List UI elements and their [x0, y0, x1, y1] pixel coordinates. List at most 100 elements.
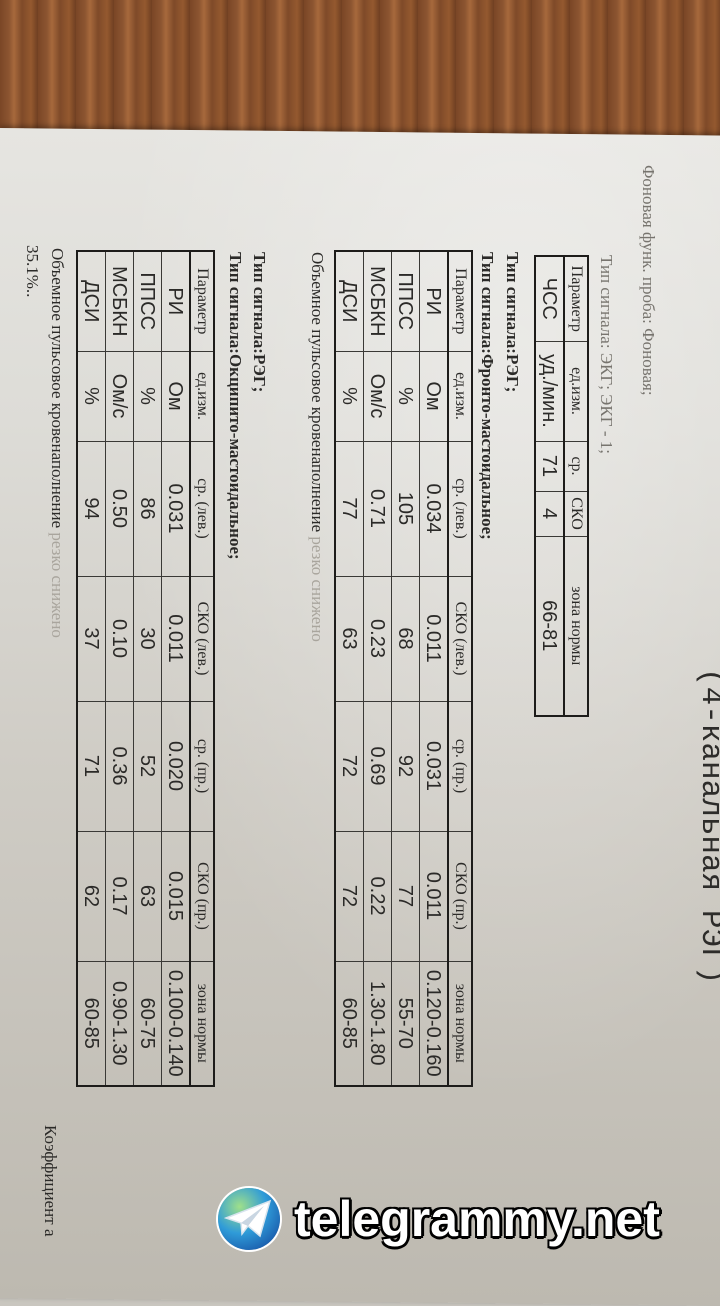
table-row: МСБКН Ом/с 0.50 0.10 0.36 0.17 0.90-1.30	[105, 251, 134, 1086]
table-header-row: Параметр ед.изм. ср. (лев.) СКО (лев.) ср. (…	[190, 251, 214, 1086]
header-cell: ср. (лев.)	[448, 441, 472, 576]
table-cell: 66-81	[535, 536, 564, 716]
occipito-percent: 35.1%..	[23, 245, 42, 298]
table-cell: Ом	[419, 351, 448, 441]
header-cell: ср. (лев.)	[190, 441, 214, 576]
table-cell: РИ	[161, 251, 190, 351]
table-row: РИ Ом 0.031 0.011 0.020 0.015 0.100-0.140	[161, 251, 190, 1086]
table-cell: 63	[133, 831, 162, 961]
table-cell: 0.50	[105, 441, 134, 576]
table-row: ДСИ% 77 63 72 72 60-85	[335, 251, 364, 1086]
header-cell: Параметр	[190, 251, 214, 351]
header-cell: ед.изм.	[190, 351, 214, 441]
telegram-globe-icon	[218, 1188, 280, 1250]
header-cell: зона нормы	[190, 961, 214, 1086]
table-cell: Ом/с	[105, 351, 134, 441]
table-cell: 0.71	[363, 441, 392, 576]
table-header-row: Параметр ед.изм. ср. (лев.) СКО (лев.) ср. (…	[448, 251, 472, 1086]
table-cell: 94	[77, 441, 106, 576]
table-cell: Ом	[161, 351, 190, 441]
occipito-mastoid-table: Параметр ед.изм. ср. (лев.) СКО (лев.) ср. (…	[76, 250, 215, 1087]
occipito-signal-label: Тип сигнала:Окципито-мастоидальное;	[226, 252, 245, 560]
table-cell: 77	[335, 441, 364, 576]
occipito-conclusion: Объемное пульсовое кровенаполнение резко…	[47, 248, 67, 638]
table-cell: 72	[335, 831, 364, 961]
table-cell: 86	[133, 441, 162, 576]
ecg-signal-label: Тип сигнала: ЭКГ; ЭКГ - 1;	[597, 255, 616, 454]
fronto-conclusion: Объемное пульсовое кровенаполнение резко…	[307, 252, 327, 642]
header-cell: ед.изм.	[448, 351, 472, 441]
header-cell: ср. (пр.)	[190, 701, 214, 831]
header-cell: Параметр	[564, 256, 588, 341]
table-cell: %	[335, 351, 364, 441]
table-cell: 0.031	[419, 701, 448, 831]
table-cell: 71	[535, 441, 564, 491]
header-cell: Параметр	[448, 251, 472, 351]
header-cell: ср.	[564, 441, 588, 491]
table-cell: 0.10	[105, 576, 134, 701]
watermark: telegrammy.net	[218, 1188, 660, 1250]
test-line: Фоновая функ. проба: Фоновая;	[639, 165, 658, 396]
table-cell: 0.011	[419, 576, 448, 701]
table-cell: ЧСС	[535, 256, 564, 341]
table-cell: 0.020	[161, 701, 190, 831]
table-cell: ДСИ	[77, 251, 106, 351]
table-cell: МСБКН	[363, 251, 392, 351]
table-cell: %	[391, 351, 420, 441]
fronto-mastoid-table: Параметр ед.изм. ср. (лев.) СКО (лев.) ср. (…	[334, 250, 473, 1087]
table-cell: 0.120-0.160	[419, 961, 448, 1086]
table-cell: 0.22	[363, 831, 392, 961]
table-cell: 0.17	[105, 831, 134, 961]
table-cell: 77	[391, 831, 420, 961]
table-cell: 0.90-1.30	[105, 961, 134, 1086]
table-cell: %	[133, 351, 162, 441]
ecg-table: Параметр ед.изм. ср. СКО зона нормы ЧСС …	[534, 255, 589, 717]
table-cell: уд./мин.	[535, 341, 564, 441]
table-cell: 4	[535, 491, 564, 536]
table-cell: 0.031	[161, 441, 190, 576]
header-cell: зона нормы	[564, 536, 588, 716]
table-cell: 68	[391, 576, 420, 701]
conclusion-faded-text: резко снижено	[308, 536, 327, 642]
conclusion-text: Объемное пульсовое кровенаполнение	[48, 248, 67, 529]
wooden-table-background	[0, 0, 720, 140]
header-cell: ед.изм.	[564, 341, 588, 441]
conclusion-faded-text: резко снижено	[48, 532, 67, 638]
table-cell: Ом/с	[363, 351, 392, 441]
conclusion-text: Объемное пульсовое кровенаполнение	[308, 252, 327, 533]
fronto-signal-label: Тип сигнала:Фронто-мастоидальное;	[478, 252, 497, 540]
table-cell: 52	[133, 701, 162, 831]
table-cell: 0.011	[419, 831, 448, 961]
table-cell: 62	[77, 831, 106, 961]
header-cell: СКО	[564, 491, 588, 536]
table-cell: 60-75	[133, 961, 162, 1086]
table-cell: 0.23	[363, 576, 392, 701]
table-cell: 71	[77, 701, 106, 831]
table-row: ДСИ% 94 37 71 62 60-85	[77, 251, 106, 1086]
table-cell: %	[77, 351, 106, 441]
header-cell: зона нормы	[448, 961, 472, 1086]
table-cell: 1.30-1.80	[363, 961, 392, 1086]
header-cell: СКО (пр.)	[448, 831, 472, 961]
header-cell: СКО (пр.)	[190, 831, 214, 961]
table-cell: 63	[335, 576, 364, 701]
table-cell: 72	[335, 701, 364, 831]
header-cell: ср. (пр.)	[448, 701, 472, 831]
table-row: РИ Ом 0.034 0.011 0.031 0.011 0.120-0.160	[419, 251, 448, 1086]
table-cell: ППСС	[391, 251, 420, 351]
watermark-text: telegrammy.net	[294, 1191, 660, 1247]
table-row: ППСС% 105 68 92 77 55-70	[391, 251, 420, 1086]
table-cell: 55-70	[391, 961, 420, 1086]
table-cell: 105	[391, 441, 420, 576]
document-title: (4-канальная РЭГ)	[693, 668, 720, 985]
table-header-row: Параметр ед.изм. ср. СКО зона нормы	[564, 256, 588, 716]
table-row: ЧСС уд./мин. 71 4 66-81	[535, 256, 564, 716]
table-cell: 37	[77, 576, 106, 701]
table-cell: 0.015	[161, 831, 190, 961]
reg-signal-label: Тип сигнала:РЭГ;	[503, 252, 522, 393]
table-cell: 0.36	[105, 701, 134, 831]
table-cell: 0.011	[161, 576, 190, 701]
table-cell: 0.034	[419, 441, 448, 576]
header-cell: СКО (лев.)	[448, 576, 472, 701]
